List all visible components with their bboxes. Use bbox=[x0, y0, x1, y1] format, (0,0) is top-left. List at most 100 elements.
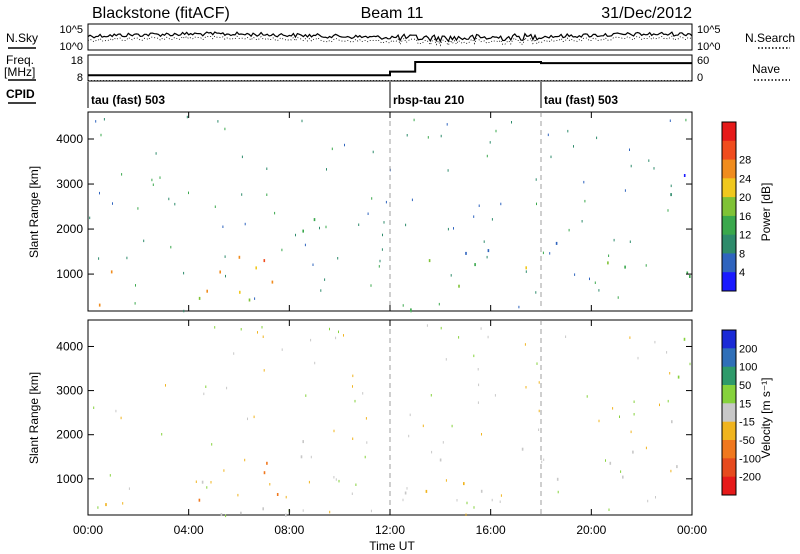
power-speckle bbox=[112, 202, 113, 205]
velocity-speckle bbox=[269, 483, 271, 486]
power-colorbar-tick: 28 bbox=[739, 155, 751, 167]
power-cell bbox=[555, 241, 558, 245]
power-speckle bbox=[598, 289, 600, 292]
power-cell bbox=[110, 270, 113, 274]
velocity-speckle bbox=[211, 443, 213, 446]
power-speckle bbox=[159, 176, 161, 179]
velocity-cell bbox=[404, 491, 407, 495]
power-speckle bbox=[617, 296, 619, 299]
power-speckle bbox=[406, 134, 408, 137]
velocity-cell bbox=[105, 503, 107, 507]
power-ytick-label: 2000 bbox=[56, 222, 83, 236]
power-speckle bbox=[295, 233, 296, 237]
velocity-speckle bbox=[205, 385, 207, 388]
velocity-speckle bbox=[426, 324, 428, 327]
velocity-speckle bbox=[109, 474, 111, 477]
noise-left-label: N.Sky bbox=[6, 31, 38, 45]
noise-left-tick-bottom: 10^0 bbox=[59, 41, 83, 53]
velocity-speckle bbox=[430, 394, 432, 397]
power-speckle bbox=[358, 223, 360, 226]
velocity-colorbar-cell bbox=[722, 403, 736, 423]
x-tick-label: 20:00 bbox=[576, 523, 606, 537]
velocity-speckle bbox=[203, 392, 205, 396]
power-speckle bbox=[630, 164, 632, 168]
power-colorbar-frame bbox=[721, 121, 737, 292]
power-speckle bbox=[596, 136, 598, 140]
power-colorbar-label: Power [dB] bbox=[759, 183, 773, 242]
noise-right-tick-top: 10^5 bbox=[697, 24, 721, 36]
velocity-speckle bbox=[343, 334, 344, 337]
velocity-speckle bbox=[633, 413, 635, 416]
velocity-speckle bbox=[165, 384, 166, 387]
freq-label-bottom: [MHz] bbox=[4, 65, 35, 79]
velocity-speckle bbox=[406, 487, 408, 490]
power-speckle bbox=[103, 118, 105, 121]
velocity-cell bbox=[198, 498, 201, 502]
velocity-cell bbox=[609, 461, 612, 465]
velocity-speckle bbox=[473, 506, 475, 509]
velocity-speckle bbox=[352, 385, 353, 388]
power-ylabel: Slant Range [km] bbox=[27, 166, 41, 258]
velocity-speckle bbox=[409, 413, 411, 417]
power-speckle bbox=[535, 291, 537, 294]
power-cell bbox=[428, 259, 431, 263]
velocity-colorbar-frame bbox=[721, 329, 737, 496]
velocity-colorbar-tick: -200 bbox=[739, 472, 761, 484]
freq-panel-frame bbox=[87, 54, 693, 82]
velocity-speckle bbox=[422, 424, 424, 428]
power-speckle bbox=[383, 221, 385, 224]
power-speckle bbox=[385, 200, 387, 204]
power-speckle bbox=[583, 180, 585, 184]
power-cell bbox=[689, 275, 691, 278]
power-speckle bbox=[225, 274, 226, 278]
cpid-row: tau (fast) 503 rbsp-tau 210 tau (fast) 503 bbox=[87, 82, 618, 108]
velocity-speckle bbox=[541, 460, 543, 464]
velocity-speckle bbox=[477, 368, 479, 371]
power-speckle bbox=[549, 252, 551, 255]
power-colorbar-tick: 8 bbox=[739, 248, 745, 260]
velocity-speckle bbox=[305, 394, 307, 397]
power-speckle bbox=[188, 191, 189, 195]
power-speckle bbox=[573, 145, 574, 148]
power-colorbar-cell bbox=[722, 272, 736, 292]
velocity-speckle bbox=[645, 446, 647, 450]
power-speckle bbox=[653, 167, 655, 170]
velocity-ytick-label: 2000 bbox=[56, 428, 83, 442]
power-speckle bbox=[518, 305, 520, 309]
velocity-speckle bbox=[281, 348, 283, 351]
velocity-cell bbox=[677, 375, 680, 379]
velocity-speckle bbox=[214, 326, 216, 329]
velocity-cell bbox=[480, 489, 483, 493]
power-speckle bbox=[266, 193, 268, 196]
power-speckle bbox=[581, 220, 583, 223]
velocity-speckle bbox=[195, 480, 197, 483]
power-colorbar-cell bbox=[722, 215, 736, 236]
power-speckle bbox=[648, 159, 650, 162]
power-speckle bbox=[486, 255, 488, 259]
velocity-speckle bbox=[619, 415, 620, 418]
velocity-speckle bbox=[261, 326, 263, 329]
velocity-cell bbox=[263, 471, 266, 475]
velocity-speckle bbox=[480, 327, 482, 330]
nave-tick-top: 60 bbox=[697, 55, 709, 67]
velocity-speckle bbox=[335, 478, 337, 481]
x-tick-label: 00:00 bbox=[73, 523, 103, 537]
power-speckle bbox=[446, 123, 448, 126]
noise-sky-series bbox=[87, 31, 693, 43]
power-cell bbox=[525, 266, 527, 270]
power-cell bbox=[683, 174, 686, 177]
velocity-speckle bbox=[115, 409, 117, 413]
velocity-speckle bbox=[442, 441, 444, 444]
freq-tick-bottom: 8 bbox=[77, 72, 83, 84]
velocity-speckle bbox=[605, 459, 606, 462]
power-colorbar-cell bbox=[722, 234, 736, 254]
velocity-speckle bbox=[354, 399, 356, 403]
power-speckle bbox=[381, 248, 383, 251]
power-speckle bbox=[613, 238, 615, 242]
power-speckle bbox=[244, 222, 246, 226]
power-speckle bbox=[135, 284, 136, 287]
power-cell bbox=[474, 263, 476, 267]
power-speckle bbox=[594, 281, 596, 284]
velocity-speckle bbox=[612, 407, 614, 410]
velocity-speckle bbox=[329, 510, 331, 514]
